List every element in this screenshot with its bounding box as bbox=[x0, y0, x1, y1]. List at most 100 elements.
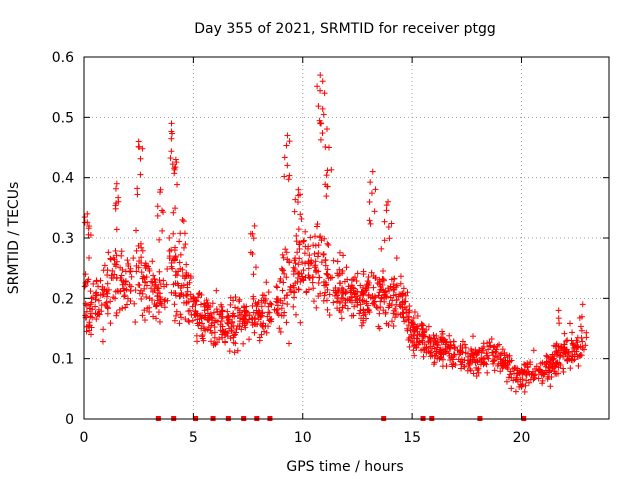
data-point bbox=[320, 111, 327, 118]
data-point bbox=[205, 324, 212, 331]
data-point bbox=[168, 263, 175, 270]
data-point bbox=[309, 279, 316, 286]
data-point bbox=[211, 340, 218, 347]
data-point bbox=[405, 336, 412, 343]
data-point bbox=[265, 303, 272, 310]
data-point bbox=[122, 278, 129, 285]
data-point bbox=[273, 307, 280, 314]
data-point bbox=[287, 283, 294, 290]
data-point bbox=[184, 292, 191, 299]
data-point bbox=[194, 316, 201, 323]
data-point bbox=[268, 301, 275, 308]
data-point bbox=[512, 364, 519, 371]
data-point bbox=[485, 346, 492, 353]
data-point bbox=[314, 253, 321, 260]
data-point bbox=[301, 237, 308, 244]
data-point bbox=[154, 297, 161, 304]
data-point bbox=[326, 312, 333, 319]
data-point bbox=[166, 234, 173, 241]
data-point bbox=[447, 357, 454, 364]
data-point bbox=[426, 335, 433, 342]
data-point bbox=[580, 346, 587, 353]
data-point bbox=[570, 341, 577, 348]
data-point bbox=[344, 305, 351, 312]
data-point bbox=[192, 301, 199, 308]
data-point bbox=[316, 117, 323, 124]
data-point bbox=[250, 309, 257, 316]
data-point bbox=[139, 247, 146, 254]
data-point bbox=[241, 320, 248, 327]
data-point bbox=[385, 224, 392, 231]
data-point bbox=[356, 310, 363, 317]
data-point bbox=[103, 293, 110, 300]
data-point bbox=[308, 259, 315, 266]
data-point bbox=[176, 293, 183, 300]
data-point bbox=[350, 312, 357, 319]
data-point bbox=[293, 238, 300, 245]
data-point bbox=[238, 326, 245, 333]
data-point bbox=[298, 259, 305, 266]
data-point bbox=[154, 203, 161, 210]
data-point bbox=[227, 301, 234, 308]
data-point bbox=[324, 266, 331, 273]
data-point bbox=[508, 385, 515, 392]
data-point bbox=[168, 246, 175, 253]
data-point bbox=[263, 279, 270, 286]
data-point bbox=[134, 185, 141, 192]
data-point bbox=[319, 78, 326, 85]
data-point bbox=[131, 300, 138, 307]
data-point bbox=[339, 304, 346, 311]
data-point bbox=[579, 301, 586, 308]
data-point bbox=[204, 299, 211, 306]
data-point bbox=[561, 330, 568, 337]
data-point bbox=[499, 346, 506, 353]
data-point bbox=[410, 326, 417, 333]
data-point bbox=[292, 196, 299, 203]
data-point bbox=[177, 251, 184, 258]
data-point bbox=[322, 262, 329, 269]
data-point bbox=[563, 338, 570, 345]
data-point bbox=[320, 250, 327, 257]
data-point bbox=[340, 295, 347, 302]
data-point bbox=[228, 327, 235, 334]
data-point bbox=[296, 191, 303, 198]
data-point bbox=[138, 296, 145, 303]
data-point bbox=[406, 343, 413, 350]
data-point bbox=[397, 303, 404, 310]
data-point bbox=[442, 349, 449, 356]
data-point bbox=[87, 331, 94, 338]
data-point bbox=[155, 289, 162, 296]
data-point bbox=[483, 350, 490, 357]
data-point bbox=[316, 274, 323, 281]
data-point bbox=[283, 249, 290, 256]
data-point bbox=[437, 354, 444, 361]
data-point bbox=[403, 317, 410, 324]
data-point bbox=[252, 264, 259, 271]
data-point bbox=[397, 280, 404, 287]
data-point bbox=[170, 281, 177, 288]
data-point bbox=[340, 289, 347, 296]
data-point bbox=[349, 284, 356, 291]
data-point bbox=[527, 361, 534, 368]
data-point bbox=[152, 279, 159, 286]
data-point bbox=[306, 252, 313, 259]
data-point bbox=[264, 313, 271, 320]
data-point bbox=[386, 287, 393, 294]
data-point bbox=[490, 360, 497, 367]
data-point bbox=[224, 308, 231, 315]
data-point bbox=[482, 360, 489, 367]
data-point bbox=[125, 262, 132, 269]
data-point bbox=[491, 357, 498, 364]
data-point bbox=[556, 353, 563, 360]
data-point bbox=[381, 289, 388, 296]
data-point bbox=[105, 249, 112, 256]
data-point bbox=[176, 259, 183, 266]
data-point bbox=[209, 315, 216, 322]
data-point bbox=[431, 359, 438, 366]
data-point bbox=[172, 253, 179, 260]
data-point bbox=[397, 273, 404, 280]
data-point bbox=[281, 154, 288, 161]
data-point bbox=[522, 371, 529, 378]
data-point bbox=[104, 290, 111, 297]
data-point bbox=[251, 316, 258, 323]
